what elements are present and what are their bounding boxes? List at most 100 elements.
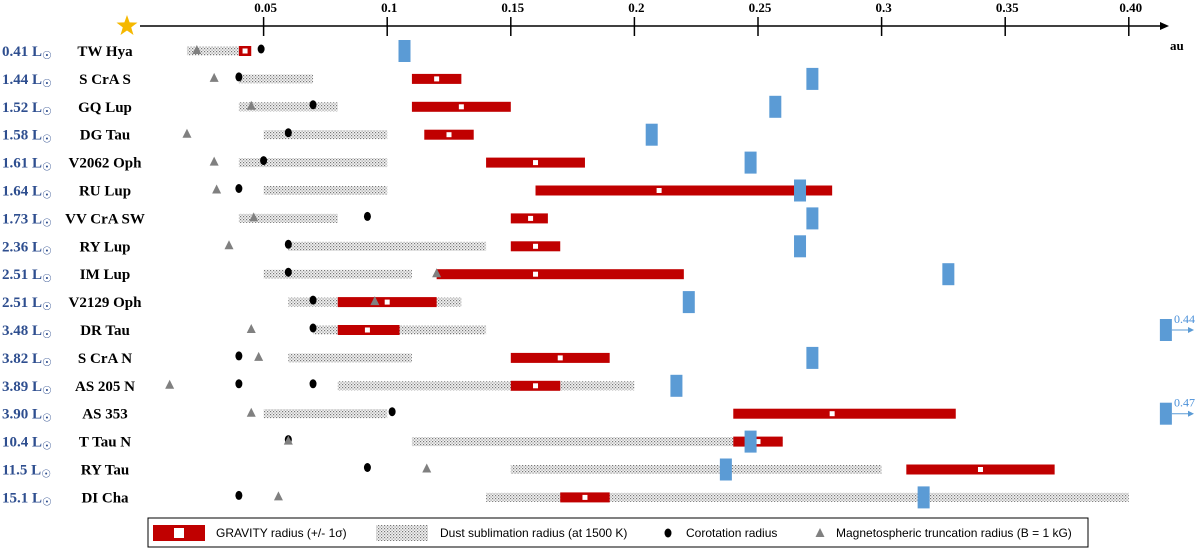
gravity-radius-bar	[436, 269, 684, 280]
star-name: IM Lup	[80, 267, 130, 283]
corotation-marker	[260, 156, 268, 166]
star-name: AS 353	[82, 407, 127, 423]
star-row: 2.51 L☉ V2129 Oph	[2, 291, 695, 314]
star-name: V2062 Oph	[69, 156, 143, 172]
gravity-radius-center	[242, 48, 248, 54]
star-name: VV CrA SW	[65, 211, 145, 227]
gravity-radius-center	[533, 271, 539, 277]
x-tick-label: 0.2	[628, 0, 644, 15]
dust-sublimation-bar	[238, 213, 338, 223]
gravity-radius-center	[458, 104, 464, 110]
star-row: 2.36 L☉ RY Lup	[2, 235, 807, 258]
luminosity-label: 3.48 L☉	[2, 323, 52, 341]
star-row: 1.58 L☉ DG Tau	[2, 123, 658, 146]
star-row: 15.1 L☉ DI Cha	[2, 486, 1129, 509]
star-row: 0.41 L☉ TW Hya	[2, 40, 411, 62]
blue-marker	[719, 458, 732, 481]
magnetospheric-marker	[283, 435, 293, 445]
blue-marker	[744, 151, 757, 174]
gravity-radius-center	[557, 355, 563, 361]
star-row: 3.82 L☉ S CrA N	[2, 346, 819, 369]
magnetospheric-marker	[249, 212, 259, 222]
magnetospheric-marker	[432, 268, 442, 278]
magnetospheric-marker	[212, 184, 222, 194]
luminosity-label: 10.4 L☉	[2, 435, 52, 453]
blue-marker	[794, 179, 807, 202]
luminosity-label: 1.52 L☉	[2, 100, 52, 118]
corotation-marker	[309, 379, 317, 389]
legend-corotation-label: Corotation radius	[686, 526, 777, 540]
blue-marker	[806, 346, 819, 369]
magnetospheric-marker	[192, 45, 202, 54]
dust-sublimation-bar	[510, 465, 882, 474]
legend-gravity-center	[174, 528, 184, 538]
magnetospheric-marker	[209, 72, 219, 82]
star-row: 3.48 L☉ DR Tau 0.44	[2, 312, 1195, 341]
corotation-marker	[284, 239, 292, 249]
legend-dust-swatch	[376, 525, 428, 541]
legend-magneto-marker	[815, 528, 825, 537]
corotation-marker	[309, 323, 317, 333]
blue-marker	[794, 235, 807, 258]
dust-sublimation-bar	[186, 46, 239, 56]
luminosity-label: 1.61 L☉	[2, 156, 52, 174]
dust-sublimation-bar	[263, 409, 388, 419]
luminosity-label: 3.89 L☉	[2, 379, 52, 397]
magnetospheric-marker	[246, 100, 256, 110]
gravity-radius-center	[533, 160, 539, 166]
dust-sublimation-bar	[288, 353, 412, 363]
magnetospheric-marker	[422, 463, 432, 473]
star-row: 10.4 L☉ T Tau N	[2, 430, 783, 453]
dust-sublimation-bar	[486, 492, 1129, 502]
star-name: RY Tau	[81, 463, 130, 479]
offscale-value-label: 0.47	[1174, 396, 1195, 410]
offscale-arrowhead	[1188, 327, 1194, 333]
star-row: 3.89 L☉ AS 205 N	[2, 374, 683, 397]
luminosity-label: 3.90 L☉	[2, 407, 52, 425]
gravity-radius-center	[656, 188, 662, 193]
gravity-radius-center	[829, 411, 835, 417]
star-name: DR Tau	[80, 323, 130, 339]
x-tick-label: 0.40	[1119, 0, 1142, 15]
x-tick-label: 0.15	[501, 0, 524, 15]
star-name: RU Lup	[79, 184, 131, 200]
x-tick-label: 0.25	[749, 0, 772, 15]
luminosity-label: 11.5 L☉	[2, 463, 51, 481]
corotation-marker	[257, 44, 265, 54]
gravity-radius-center	[755, 439, 761, 445]
corotation-marker	[235, 184, 243, 193]
corotation-marker	[235, 379, 243, 389]
star-name: RY Lup	[79, 239, 130, 255]
gravity-radius-bar	[535, 185, 833, 196]
luminosity-label: 0.41 L☉	[2, 44, 52, 62]
dust-sublimation-bar	[238, 158, 388, 168]
legend-corotation-marker	[664, 528, 672, 538]
dust-sublimation-bar	[238, 74, 314, 84]
star-row: 3.90 L☉ AS 353 0.47	[2, 396, 1195, 425]
corotation-marker	[235, 490, 243, 500]
luminosity-label: 2.51 L☉	[2, 267, 52, 285]
gravity-radius-center	[533, 383, 539, 389]
gravity-radius-center	[533, 243, 539, 249]
gravity-radius-center	[364, 327, 370, 333]
corotation-marker	[363, 463, 371, 472]
star-name: DG Tau	[80, 128, 130, 144]
blue-marker	[806, 67, 819, 90]
legend-magneto-label: Magnetospheric truncation radius (B = 1 …	[836, 526, 1072, 540]
star-name: TW Hya	[77, 44, 133, 60]
x-tick-label: 0.35	[996, 0, 1019, 15]
magnetospheric-marker	[246, 324, 256, 333]
star-name: GQ Lup	[78, 100, 132, 116]
host-star-icon	[116, 15, 138, 35]
offscale-value-label: 0.44	[1174, 312, 1195, 326]
legend: GRAVITY radius (+/- 1σ) Dust sublimation…	[147, 517, 1089, 548]
blue-marker	[1159, 402, 1172, 425]
blue-marker	[645, 123, 658, 146]
legend-box	[147, 517, 1089, 548]
offscale-arrowhead	[1188, 410, 1194, 417]
gravity-radius-bar	[733, 408, 956, 419]
dust-sublimation-bar	[238, 102, 338, 112]
luminosity-label: 1.58 L☉	[2, 128, 52, 146]
corotation-marker	[284, 128, 292, 138]
